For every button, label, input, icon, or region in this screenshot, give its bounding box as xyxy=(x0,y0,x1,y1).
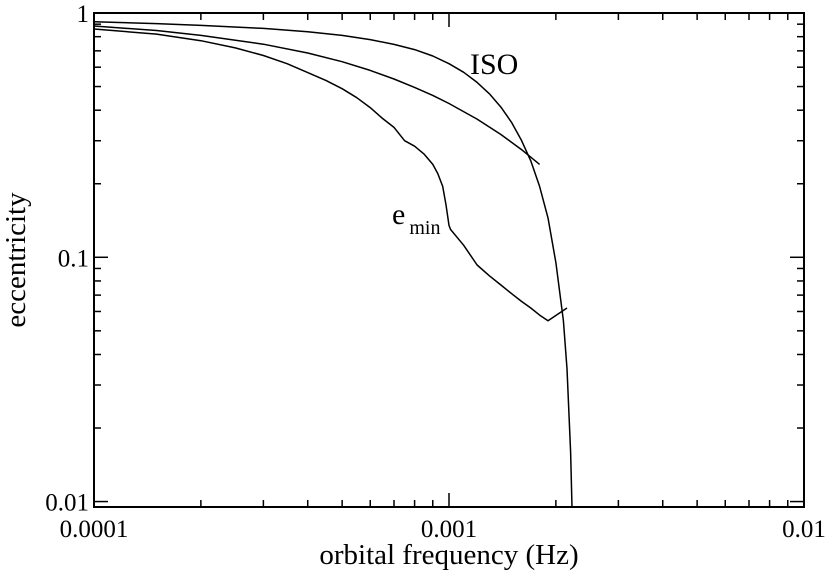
emin-label: e min xyxy=(392,198,440,239)
x-tick-label: 0.01 xyxy=(782,516,826,543)
x-tick-label: 0.0001 xyxy=(60,516,129,543)
iso-label: ISO xyxy=(470,48,518,81)
y-tick-label: 1 xyxy=(77,1,90,28)
series-line-iso xyxy=(93,21,573,508)
x-axis-label: orbital frequency (Hz) xyxy=(319,539,578,571)
y-axis-label: eccentricity xyxy=(0,192,32,328)
emin-label-subscript: min xyxy=(409,217,440,239)
y-tick-label: 0.1 xyxy=(58,245,89,272)
data-curves xyxy=(93,21,573,508)
emin-label-main: e xyxy=(392,198,405,231)
plot-frame xyxy=(93,12,805,508)
series-line-e-min xyxy=(93,28,568,322)
x-tick-label: 0.001 xyxy=(421,516,477,543)
y-tick-label: 0.01 xyxy=(45,490,89,517)
tick-marks xyxy=(93,12,805,507)
tick-labels: 0.0001 0.001 0.01 0.01 0.1 1 xyxy=(45,1,826,543)
series-line-upper-branch xyxy=(93,25,541,165)
